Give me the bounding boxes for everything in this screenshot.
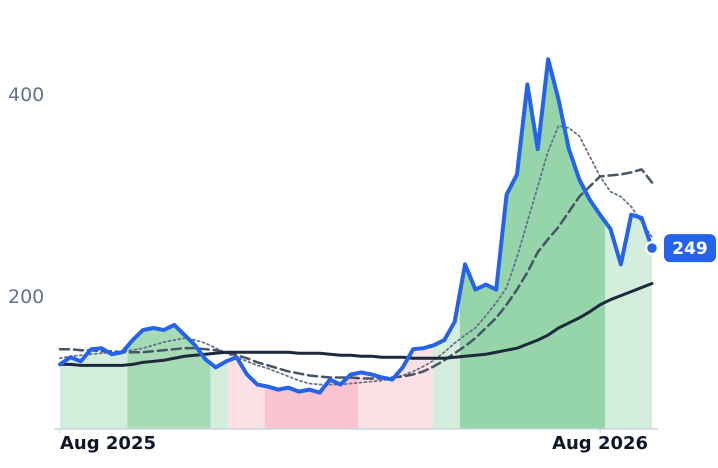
band-area xyxy=(605,214,652,429)
band-area xyxy=(60,346,128,429)
last-point xyxy=(644,240,660,256)
band-area xyxy=(210,360,229,429)
last-value-badge xyxy=(664,234,716,263)
x-tick-label: Aug 2026 xyxy=(552,433,648,454)
band-area xyxy=(264,373,359,429)
series-line xyxy=(58,282,654,367)
series-line xyxy=(58,57,654,395)
x-tick-label: Aug 2025 xyxy=(60,433,156,454)
band-area xyxy=(228,357,265,429)
last-value-label: 249 xyxy=(672,239,708,259)
series-line xyxy=(59,125,653,386)
band-area xyxy=(358,345,433,429)
y-tick-label: 400 xyxy=(8,84,44,106)
series-line xyxy=(58,168,654,380)
y-tick-label: 200 xyxy=(8,286,44,308)
